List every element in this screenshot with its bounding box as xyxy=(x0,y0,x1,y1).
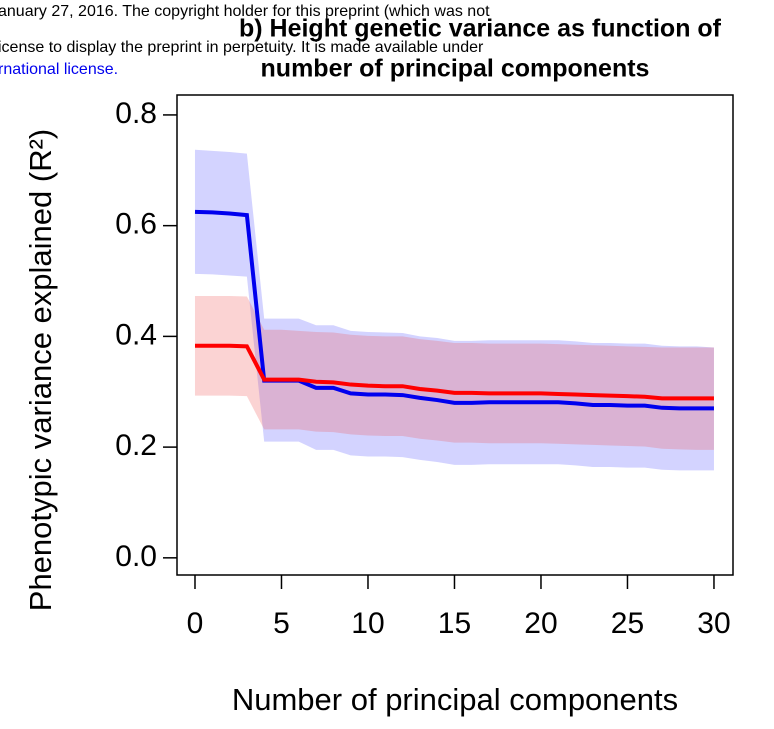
x-tick-label: 15 xyxy=(438,607,471,640)
x-tick-label: 5 xyxy=(273,607,290,640)
chart-title: b) Height genetic variance as function o… xyxy=(239,15,722,43)
y-tick-label: 0.2 xyxy=(115,429,157,462)
y-tick-label: 0.8 xyxy=(115,97,157,130)
x-tick-label: 10 xyxy=(351,607,384,640)
preprint-notice: anuary 27, 2016. The copyright holder fo… xyxy=(0,3,490,20)
preprint-notice: rnational license. xyxy=(0,61,118,78)
x-axis-label: Number of principal components xyxy=(232,682,678,717)
line xyxy=(194,343,714,401)
confidence-band xyxy=(194,295,714,450)
x-tick-label: 25 xyxy=(611,607,644,640)
x-tick-label: 30 xyxy=(697,607,730,640)
chart-title: number of principal components xyxy=(261,55,650,83)
y-axis-label: Phenotypic variance explained (R²) xyxy=(23,129,58,611)
confidence-band xyxy=(194,149,714,471)
x-tick-label: 20 xyxy=(524,607,557,640)
y-tick-label: 0.4 xyxy=(115,318,157,351)
y-tick-label: 0.0 xyxy=(115,540,157,573)
y-tick-label: 0.6 xyxy=(115,208,157,241)
preprint-notice: icense to display the preprint in perpet… xyxy=(0,39,484,56)
x-tick-label: 0 xyxy=(187,607,204,640)
